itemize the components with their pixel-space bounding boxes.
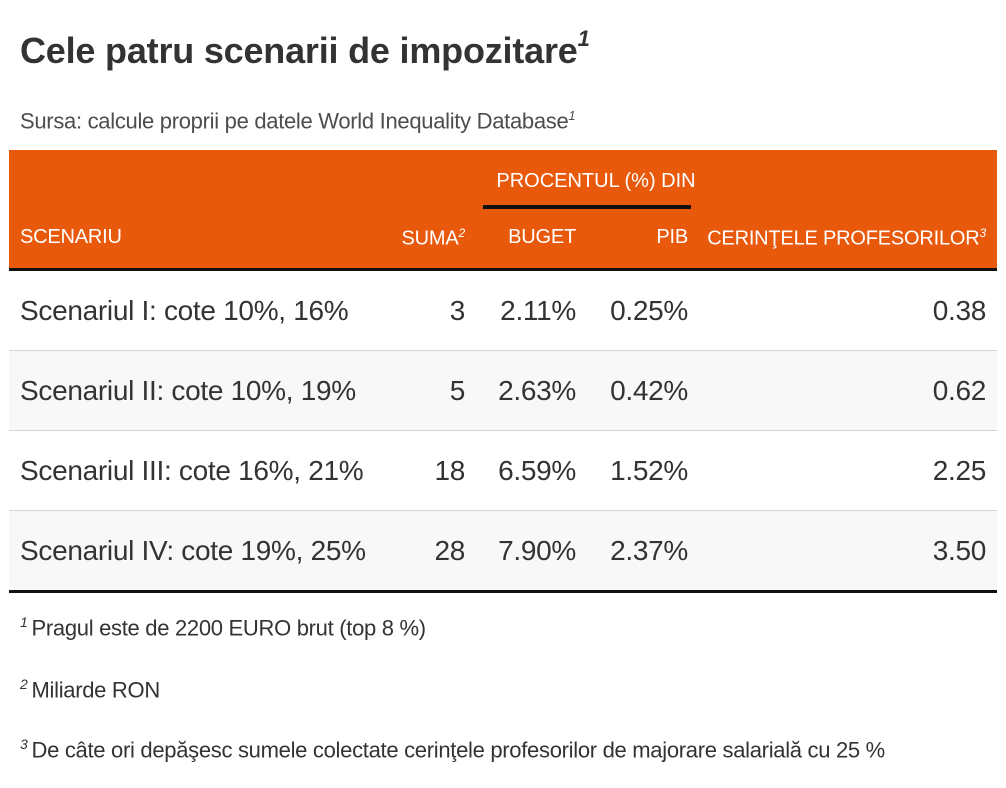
cell-cerinte: 2.25 [932, 455, 987, 486]
cell-scenario: Scenariul I: cote 10%, 16% [20, 295, 349, 326]
cell-scenario: Scenariul IV: cote 19%, 25% [20, 535, 366, 566]
column-header-scenariu: SCENARIU [20, 226, 122, 249]
table-row: Scenariul III: cote 16%, 21% 18 6.59% 1.… [9, 431, 997, 511]
cell-suma: 5 [449, 375, 466, 406]
footnote-text: De câte ori depăşesc sumele colectate ce… [31, 737, 886, 763]
column-header-suma: SUMA2 [401, 226, 466, 251]
cell-pib: 0.42% [610, 375, 688, 406]
cell-pib: 1.52% [610, 455, 688, 486]
cell-suma: 3 [449, 295, 466, 326]
span-header-label: PROCENTUL (%) DIN [496, 170, 696, 192]
table-body: Scenariul I: cote 10%, 16% 3 2.11% 0.25%… [9, 271, 997, 591]
cell-suma: 28 [434, 535, 465, 566]
title-footnote-mark: 1 [577, 26, 590, 51]
table-row: Scenariul IV: cote 19%, 25% 28 7.90% 2.3… [9, 511, 997, 591]
column-header-footnote-mark: 3 [979, 226, 987, 240]
cell-cerinte: 0.62 [932, 375, 987, 406]
table-header: PROCENTUL (%) DIN SCENARIU SUMA2 BUGET P… [9, 150, 997, 270]
column-header-label: SUMA [401, 227, 459, 250]
span-header-rule [483, 205, 691, 209]
column-header-label: BUGET [508, 226, 576, 248]
column-header-label: PIB [656, 226, 688, 248]
table-row: Scenariul II: cote 10%, 19% 5 2.63% 0.42… [9, 351, 997, 431]
footnote: 2 Miliarde RON [20, 676, 160, 703]
footnote-mark: 3 [20, 736, 28, 752]
cell-pib: 2.37% [610, 535, 688, 566]
column-header-cerinte: CERINŢELE PROFESORILOR3 [707, 226, 986, 251]
cell-cerinte: 0.38 [932, 295, 987, 326]
page-title: Cele patru scenarii de impozitare1 [20, 26, 590, 72]
table-row: Scenariul I: cote 10%, 16% 3 2.11% 0.25%… [9, 271, 997, 351]
footnote: 3 De câte ori depăşesc sumele colectate c… [20, 736, 885, 763]
column-header-pib: PIB [656, 226, 688, 249]
cell-pib: 0.25% [610, 295, 688, 326]
footnote-text: Pragul este de 2200 EURO brut (top 8 %) [31, 615, 427, 641]
cell-suma: 18 [434, 455, 465, 486]
column-header-label: SCENARIU [20, 226, 122, 248]
footnote: 1 Pragul este de 2200 EURO brut (top 8 %) [20, 614, 426, 641]
footnote-mark: 2 [20, 676, 28, 692]
cell-buget: 7.90% [498, 535, 576, 566]
table-bottom-rule [9, 590, 997, 593]
cell-scenario: Scenariul II: cote 10%, 19% [20, 375, 356, 406]
subtitle-text: Sursa: calcule proprii pe datele World I… [20, 108, 569, 134]
cell-buget: 2.63% [498, 375, 576, 406]
title-text: Cele patru scenarii de impozitare [20, 30, 578, 71]
cell-cerinte: 3.50 [932, 535, 987, 566]
page-subtitle: Sursa: calcule proprii pe datele World I… [20, 108, 576, 134]
column-header-buget: BUGET [508, 226, 576, 249]
cell-scenario: Scenariul III: cote 16%, 21% [20, 455, 364, 486]
header-bottom-rule [9, 268, 997, 271]
cell-buget: 6.59% [498, 455, 576, 486]
column-header-footnote-mark: 2 [458, 226, 466, 240]
cell-buget: 2.11% [500, 295, 576, 326]
footnote-text: Miliarde RON [31, 677, 161, 703]
footnote-mark: 1 [20, 614, 28, 630]
subtitle-footnote-mark: 1 [568, 108, 576, 123]
column-header-label: CERINŢELE PROFESORILOR [707, 227, 980, 250]
